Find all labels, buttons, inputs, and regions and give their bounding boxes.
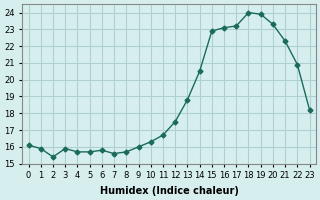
X-axis label: Humidex (Indice chaleur): Humidex (Indice chaleur) bbox=[100, 186, 238, 196]
